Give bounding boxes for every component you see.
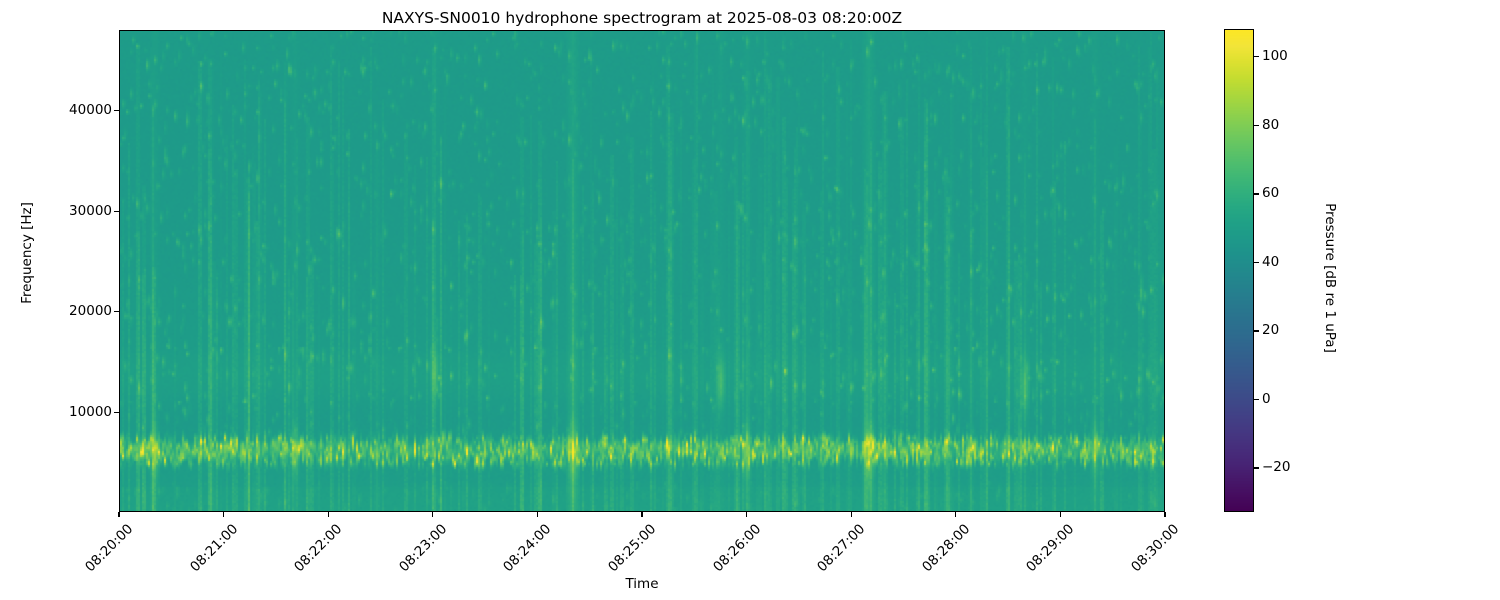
colorbar-tick-label: 0 [1262,390,1271,407]
x-axis-label: Time [625,576,659,592]
y-tick-label: 10000 [69,403,112,420]
colorbar-tick-mark [1254,193,1259,195]
colorbar-tick-label: 60 [1262,185,1280,202]
x-tick-label: 08:24:00 [500,521,555,576]
colorbar-tick-mark [1254,398,1259,401]
x-tick-label: 08:23:00 [395,521,451,576]
x-tick-label: 08:21:00 [186,521,241,576]
x-tick-label: 08:26:00 [709,521,764,576]
y-tick-label: 40000 [69,102,112,119]
x-tick-mark [1059,512,1061,517]
x-tick-mark [223,512,225,517]
y-tick-label: 30000 [69,202,112,219]
x-tick-mark [850,512,852,517]
y-tick-mark [114,411,119,413]
colorbar-tick-mark [1254,330,1259,332]
page-title: NAXYS-SN0010 hydrophone spectrogram at 2… [381,9,903,27]
x-tick-mark [1164,512,1166,517]
x-tick-label: 08:25:00 [605,521,660,576]
x-tick-label: 08:20:00 [82,521,137,576]
spectrogram-image [120,31,1164,511]
x-tick-mark [955,512,957,517]
x-tick-mark [536,512,538,517]
colorbar-axes [1224,29,1254,512]
colorbar-tick-label: 20 [1262,322,1280,339]
spectrogram-axes [119,30,1165,512]
colorbar-tick-label: 100 [1262,48,1288,65]
colorbar-tick-mark [1254,467,1259,469]
colorbar-tick-label: 40 [1262,253,1280,270]
x-tick-label: 08:29:00 [1023,521,1078,576]
colorbar-label: Pressure [dB re 1 uPa] [1322,203,1338,353]
x-tick-label: 08:27:00 [814,521,869,576]
colorbar-tick-label: −20 [1262,459,1291,476]
x-tick-mark [327,512,329,517]
y-tick-mark [114,311,119,313]
y-tick-mark [114,210,119,212]
colorbar-gradient [1225,30,1253,511]
y-tick-label: 20000 [69,303,112,320]
x-tick-label: 08:30:00 [1128,521,1183,576]
colorbar-tick-label: 80 [1262,116,1280,133]
y-tick-mark [114,110,119,112]
x-tick-mark [432,512,434,517]
colorbar-tick-mark [1254,261,1259,264]
x-tick-mark [746,512,748,517]
colorbar-tick-mark [1254,56,1259,58]
x-tick-label: 08:28:00 [918,521,974,576]
x-tick-label: 08:22:00 [291,521,346,576]
colorbar-tick-mark [1254,124,1259,126]
x-tick-mark [641,512,643,517]
x-tick-mark [118,512,120,517]
